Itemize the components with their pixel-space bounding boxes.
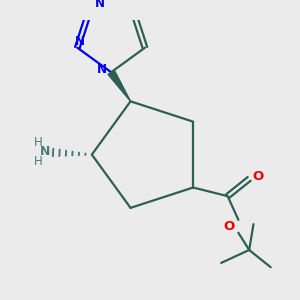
Text: N: N [74,35,85,48]
Text: N: N [95,0,105,10]
Text: N: N [40,145,51,158]
Text: H: H [34,136,42,149]
Text: N: N [97,62,106,76]
Text: O: O [223,220,234,233]
Text: O: O [252,170,263,183]
Text: H: H [34,154,42,168]
Polygon shape [108,70,130,101]
